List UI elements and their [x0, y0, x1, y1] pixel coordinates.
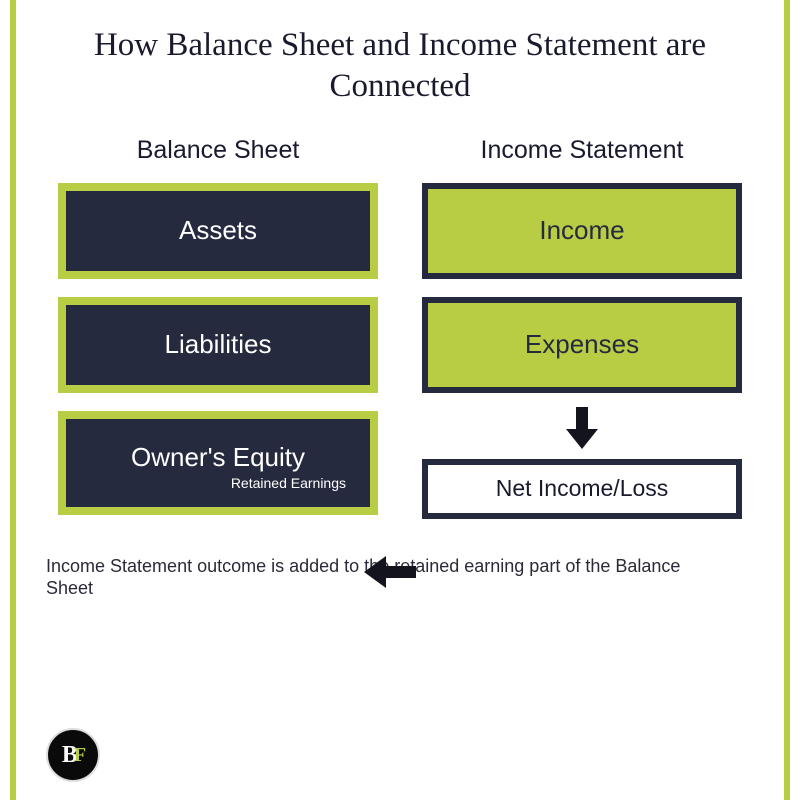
balance-sheet-column: Balance Sheet Assets Liabilities Owner's… [58, 136, 378, 519]
income-statement-header: Income Statement [481, 136, 684, 165]
logo-f: F [74, 744, 84, 767]
page-title: How Balance Sheet and Income Statement a… [80, 25, 720, 108]
income-statement-column: Income Statement Income Expenses Net Inc… [422, 136, 742, 519]
expenses-label: Expenses [525, 329, 639, 360]
brand-logo: BF [46, 728, 100, 782]
income-box: Income [422, 183, 742, 279]
net-income-box: Net Income/Loss [422, 459, 742, 519]
arrow-down-icon [562, 407, 602, 451]
assets-label: Assets [179, 215, 257, 246]
assets-box: Assets [58, 183, 378, 279]
expenses-box: Expenses [422, 297, 742, 393]
retained-earnings-sublabel: Retained Earnings [231, 475, 346, 491]
owners-equity-box: Owner's Equity Retained Earnings [58, 411, 378, 515]
owners-equity-label: Owner's Equity [131, 442, 305, 473]
income-label: Income [539, 215, 624, 246]
arrow-left-icon [362, 552, 416, 597]
infographic-frame: How Balance Sheet and Income Statement a… [10, 0, 790, 800]
liabilities-box: Liabilities [58, 297, 378, 393]
net-income-label: Net Income/Loss [496, 475, 669, 502]
balance-sheet-header: Balance Sheet [137, 136, 300, 165]
liabilities-label: Liabilities [165, 329, 272, 360]
columns-container: Balance Sheet Assets Liabilities Owner's… [46, 136, 754, 519]
